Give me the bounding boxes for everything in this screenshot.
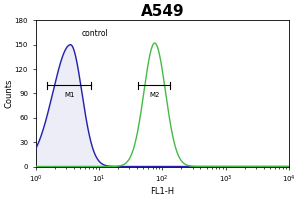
Text: M1: M1 <box>64 92 74 98</box>
Text: M2: M2 <box>149 92 159 98</box>
Text: control: control <box>81 29 108 38</box>
Y-axis label: Counts: Counts <box>4 79 13 108</box>
X-axis label: FL1-H: FL1-H <box>150 187 174 196</box>
Title: A549: A549 <box>140 4 184 19</box>
